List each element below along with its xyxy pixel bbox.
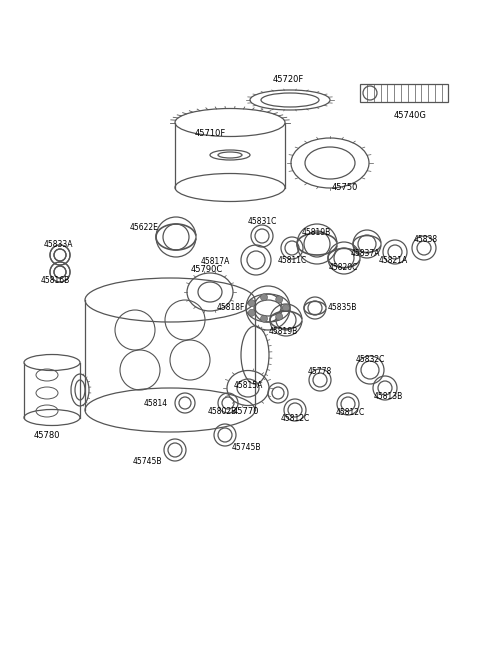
Text: 45770: 45770 (233, 407, 259, 417)
Text: 45790C: 45790C (191, 265, 223, 274)
Bar (360, 84, 448, 102)
Text: 45833A: 45833A (43, 240, 73, 249)
Text: 45815A: 45815A (234, 381, 263, 390)
Text: 45811C: 45811C (277, 256, 307, 265)
Text: 45812C: 45812C (336, 408, 365, 417)
Text: 45622E: 45622E (129, 223, 158, 233)
Circle shape (276, 313, 283, 320)
Circle shape (283, 305, 289, 312)
Text: 45814: 45814 (144, 398, 168, 407)
Text: 45837A: 45837A (350, 249, 380, 258)
Text: 45817A: 45817A (201, 257, 230, 265)
Text: 45820C: 45820C (328, 263, 358, 272)
Text: 45778: 45778 (308, 367, 332, 376)
Circle shape (248, 309, 255, 316)
Circle shape (261, 294, 267, 301)
Text: 45750: 45750 (332, 183, 358, 193)
Circle shape (261, 315, 267, 322)
Text: 45720F: 45720F (272, 75, 304, 84)
Text: 45835B: 45835B (328, 303, 358, 312)
Text: 45745B: 45745B (132, 457, 162, 466)
Text: 45780: 45780 (34, 430, 60, 440)
Circle shape (276, 296, 283, 303)
Text: 45710F: 45710F (194, 128, 226, 138)
Text: 45819B: 45819B (268, 327, 298, 336)
Text: 45819B: 45819B (301, 228, 331, 237)
Text: 45745B: 45745B (232, 443, 262, 451)
Text: 45818F: 45818F (216, 303, 245, 312)
Text: 45812C: 45812C (280, 414, 310, 423)
Text: 45832C: 45832C (355, 355, 384, 364)
Text: 45831C: 45831C (247, 217, 276, 226)
Text: 45821A: 45821A (378, 256, 408, 265)
Text: 45813B: 45813B (373, 392, 403, 401)
Text: 45816B: 45816B (40, 276, 70, 285)
Circle shape (248, 300, 255, 307)
Text: 45802B: 45802B (207, 407, 237, 416)
Text: 45740G: 45740G (394, 111, 426, 119)
Text: 45838: 45838 (414, 235, 438, 244)
